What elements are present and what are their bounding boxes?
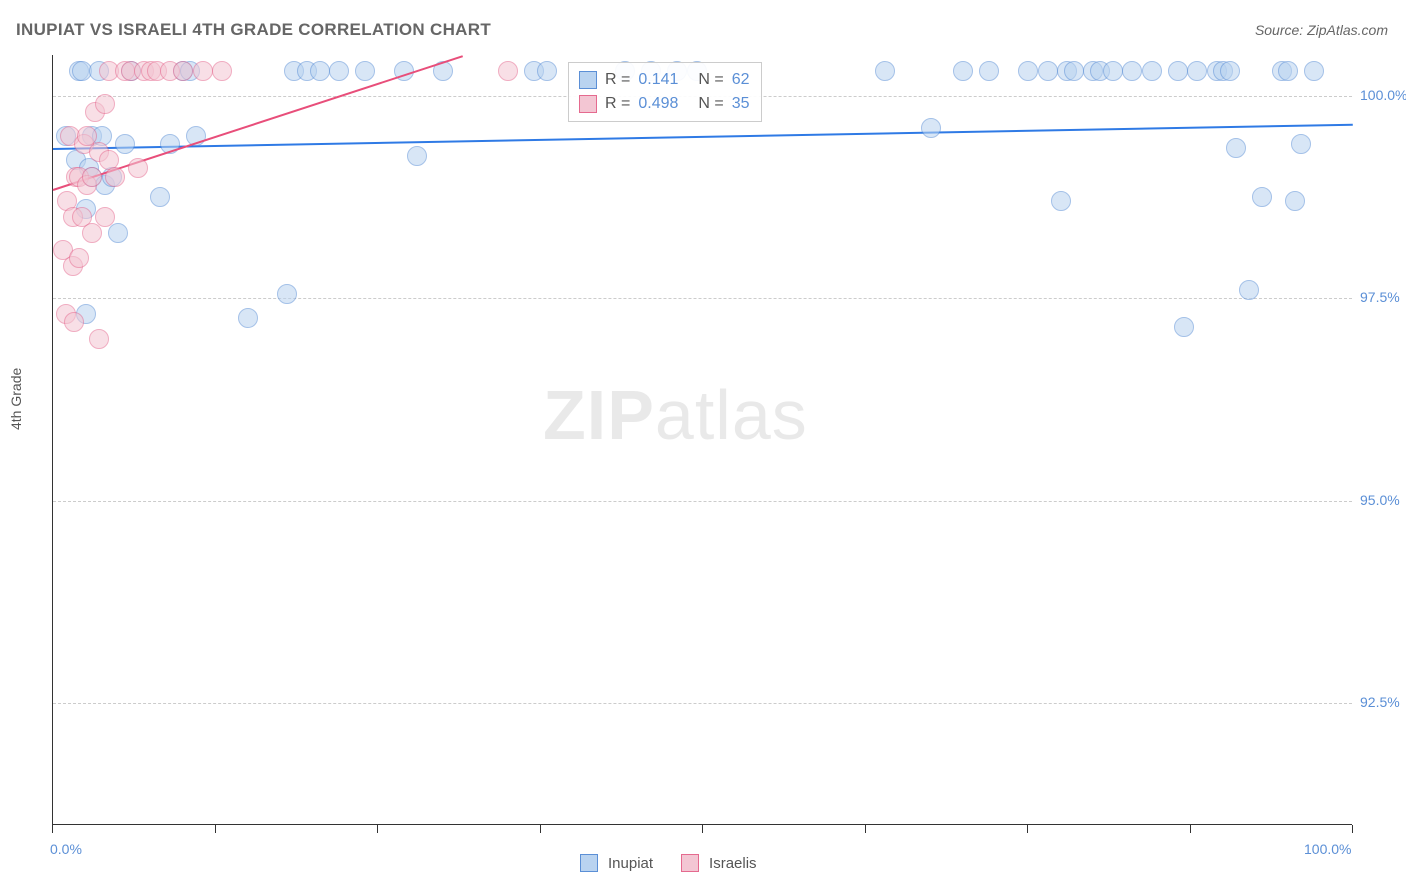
y-tick-label: 100.0% <box>1360 87 1406 103</box>
r-value: 0.498 <box>638 95 690 113</box>
n-value: 62 <box>732 71 750 89</box>
data-point <box>1122 61 1142 81</box>
legend-swatch <box>580 854 598 872</box>
x-tick-label: 0.0% <box>50 841 82 857</box>
data-point <box>1278 61 1298 81</box>
x-tick-mark <box>1027 825 1028 833</box>
stats-row: R = 0.141 N = 62 <box>579 68 749 92</box>
gridline <box>53 703 1352 704</box>
data-point <box>1252 187 1272 207</box>
watermark: ZIPatlas <box>543 375 808 455</box>
data-point <box>1291 134 1311 154</box>
n-label: N = <box>698 95 723 113</box>
legend-swatch <box>681 854 699 872</box>
data-point <box>329 61 349 81</box>
data-point <box>95 94 115 114</box>
x-tick-mark <box>1352 825 1353 833</box>
data-point <box>69 248 89 268</box>
watermark-light: atlas <box>655 376 808 454</box>
data-point <box>1285 191 1305 211</box>
data-point <box>1051 191 1071 211</box>
data-point <box>1226 138 1246 158</box>
bottom-legend: Inupiat Israelis <box>580 854 775 872</box>
r-label: R = <box>605 71 630 89</box>
trend-line <box>53 124 1353 150</box>
data-point <box>921 118 941 138</box>
legend-swatch <box>579 95 597 113</box>
data-point <box>1168 61 1188 81</box>
x-tick-mark <box>540 825 541 833</box>
legend-swatch <box>579 71 597 89</box>
x-tick-mark <box>377 825 378 833</box>
x-tick-mark <box>52 825 53 833</box>
data-point <box>1174 317 1194 337</box>
chart-container: INUPIAT VS ISRAELI 4TH GRADE CORRELATION… <box>0 0 1406 892</box>
data-point <box>238 308 258 328</box>
x-tick-mark <box>215 825 216 833</box>
data-point <box>193 61 213 81</box>
data-point <box>1239 280 1259 300</box>
data-point <box>115 134 135 154</box>
legend-label: Israelis <box>709 855 757 872</box>
x-tick-label: 100.0% <box>1304 841 1351 857</box>
data-point <box>89 329 109 349</box>
source-label: Source: ZipAtlas.com <box>1255 22 1388 38</box>
gridline <box>53 501 1352 502</box>
n-label: N = <box>698 71 723 89</box>
data-point <box>95 207 115 227</box>
data-point <box>173 61 193 81</box>
data-point <box>1038 61 1058 81</box>
data-point <box>212 61 232 81</box>
data-point <box>1142 61 1162 81</box>
data-point <box>64 312 84 332</box>
data-point <box>105 167 125 187</box>
data-point <box>277 284 297 304</box>
stats-row: R = 0.498 N = 35 <box>579 92 749 116</box>
x-tick-mark <box>702 825 703 833</box>
chart-title: INUPIAT VS ISRAELI 4TH GRADE CORRELATION… <box>16 20 491 40</box>
legend-label: Inupiat <box>608 855 653 872</box>
data-point <box>537 61 557 81</box>
data-point <box>128 158 148 178</box>
data-point <box>1018 61 1038 81</box>
data-point <box>108 223 128 243</box>
y-tick-label: 95.0% <box>1360 492 1400 508</box>
data-point <box>875 61 895 81</box>
gridline <box>53 298 1352 299</box>
stats-legend-box: R = 0.141 N = 62 R = 0.498 N = 35 <box>568 62 762 122</box>
r-label: R = <box>605 95 630 113</box>
data-point <box>407 146 427 166</box>
data-point <box>1304 61 1324 81</box>
watermark-bold: ZIP <box>543 376 655 454</box>
data-point <box>310 61 330 81</box>
y-tick-label: 97.5% <box>1360 289 1400 305</box>
data-point <box>498 61 518 81</box>
data-point <box>1064 61 1084 81</box>
data-point <box>1187 61 1207 81</box>
n-value: 35 <box>732 95 750 113</box>
r-value: 0.141 <box>638 71 690 89</box>
data-point <box>979 61 999 81</box>
plot-area: ZIPatlas <box>52 55 1352 825</box>
y-tick-label: 92.5% <box>1360 694 1400 710</box>
data-point <box>1103 61 1123 81</box>
data-point <box>355 61 375 81</box>
data-point <box>82 223 102 243</box>
x-tick-mark <box>865 825 866 833</box>
y-axis-title: 4th Grade <box>8 368 24 430</box>
data-point <box>1220 61 1240 81</box>
data-point <box>82 167 102 187</box>
data-point <box>150 187 170 207</box>
data-point <box>953 61 973 81</box>
x-tick-mark <box>1190 825 1191 833</box>
